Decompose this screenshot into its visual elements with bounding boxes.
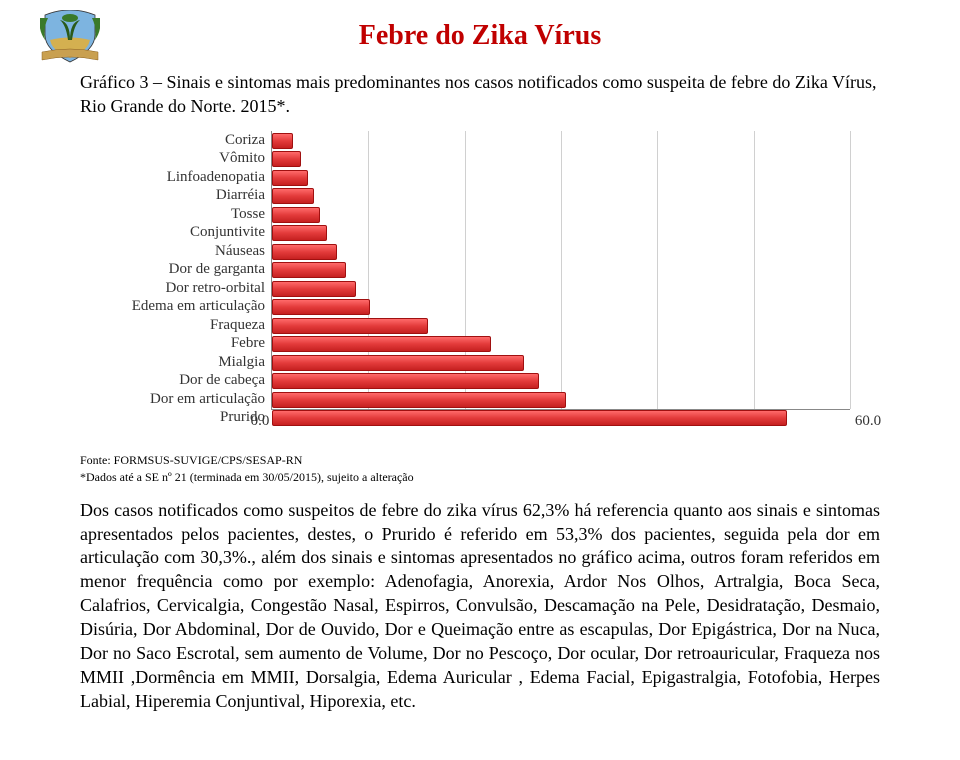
y-category-label: Dor de cabeça: [80, 371, 265, 390]
y-category-label: Febre: [80, 334, 265, 353]
y-category-label: Náuseas: [80, 242, 265, 261]
x-tick-label: 0.0: [251, 413, 270, 430]
bar: [272, 151, 301, 167]
y-category-label: Coriza: [80, 131, 265, 150]
y-category-label: Dor em articulação: [80, 390, 265, 409]
chart-note: *Dados até a SE nº 21 (terminada em 30/0…: [80, 470, 880, 485]
body-paragraph: Dos casos notificados como suspeitos de …: [80, 499, 880, 714]
bar-chart: CorizaVômitoLinfoadenopatiaDiarréiaTosse…: [80, 131, 880, 427]
bar: [272, 262, 346, 278]
bar: [272, 355, 524, 371]
bar: [272, 225, 327, 241]
y-category-label: Mialgia: [80, 353, 265, 372]
bar: [272, 170, 308, 186]
page-title: Febre do Zika Vírus: [50, 20, 910, 52]
bar: [272, 188, 314, 204]
y-category-label: Tosse: [80, 205, 265, 224]
y-category-label: Diarréia: [80, 186, 265, 205]
bar: [272, 336, 491, 352]
y-category-label: Dor de garganta: [80, 260, 265, 279]
gridline: [561, 131, 562, 409]
y-category-label: Vômito: [80, 149, 265, 168]
bar: [272, 373, 539, 389]
logo-crest: [40, 10, 100, 65]
y-category-label: Edema em articulação: [80, 297, 265, 316]
bar: [272, 207, 320, 223]
bar: [272, 410, 787, 426]
gridline: [754, 131, 755, 409]
gridline: [657, 131, 658, 409]
bar: [272, 392, 566, 408]
y-category-label: Linfoadenopatia: [80, 168, 265, 187]
y-category-label: Dor retro-orbital: [80, 279, 265, 298]
bar: [272, 244, 337, 260]
gridline: [850, 131, 851, 409]
bar: [272, 281, 356, 297]
bar: [272, 299, 370, 315]
y-category-label: Prurido: [80, 408, 265, 427]
chart-subtitle: Gráfico 3 – Sinais e sintomas mais predo…: [80, 70, 880, 119]
chart-source: Fonte: FORMSUS-SUVIGE/CPS/SESAP-RN: [80, 453, 880, 468]
x-tick-label: 60.0: [855, 413, 881, 430]
y-category-label: Conjuntivite: [80, 223, 265, 242]
y-category-label: Fraqueza: [80, 316, 265, 335]
bar: [272, 133, 293, 149]
bar: [272, 318, 428, 334]
